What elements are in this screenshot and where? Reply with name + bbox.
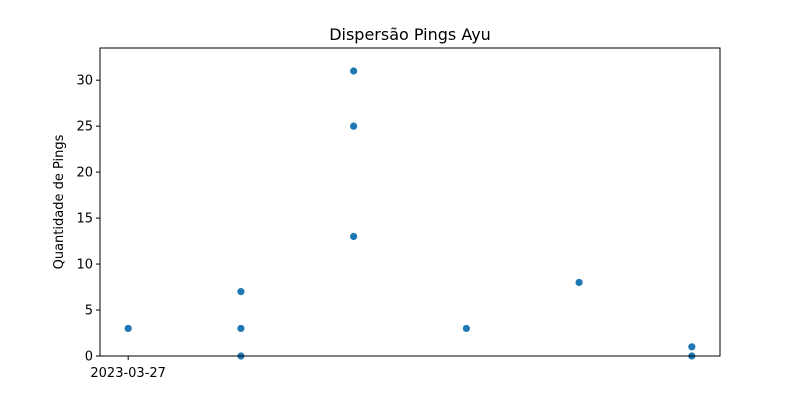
data-point [350, 122, 358, 130]
data-point [237, 324, 245, 333]
y-tick-label: 5 [85, 304, 93, 319]
x-tick-label: 2023-03-27 [90, 366, 166, 381]
y-tick-label: 0 [85, 350, 93, 365]
data-point [575, 278, 583, 287]
y-tick-label: 15 [76, 212, 93, 227]
data-point [350, 67, 358, 75]
chart-title: Dispersão Pings Ayu [329, 25, 491, 44]
x-axis-ticks: 2023-03-27 [90, 356, 166, 381]
data-point [124, 324, 132, 333]
data-points [124, 67, 696, 360]
y-tick-label: 10 [76, 258, 93, 273]
data-point [688, 343, 696, 351]
y-axis-ticks: 0 5 10 15 20 25 30 [76, 74, 100, 365]
y-axis-label: Quantidade de Pings [52, 134, 67, 269]
y-tick-label: 20 [76, 166, 93, 181]
plot-frame [99, 47, 721, 357]
data-point [350, 232, 358, 241]
y-tick-label: 30 [76, 74, 93, 89]
data-point [462, 324, 470, 333]
y-tick-label: 25 [76, 120, 93, 135]
data-point [237, 288, 245, 296]
